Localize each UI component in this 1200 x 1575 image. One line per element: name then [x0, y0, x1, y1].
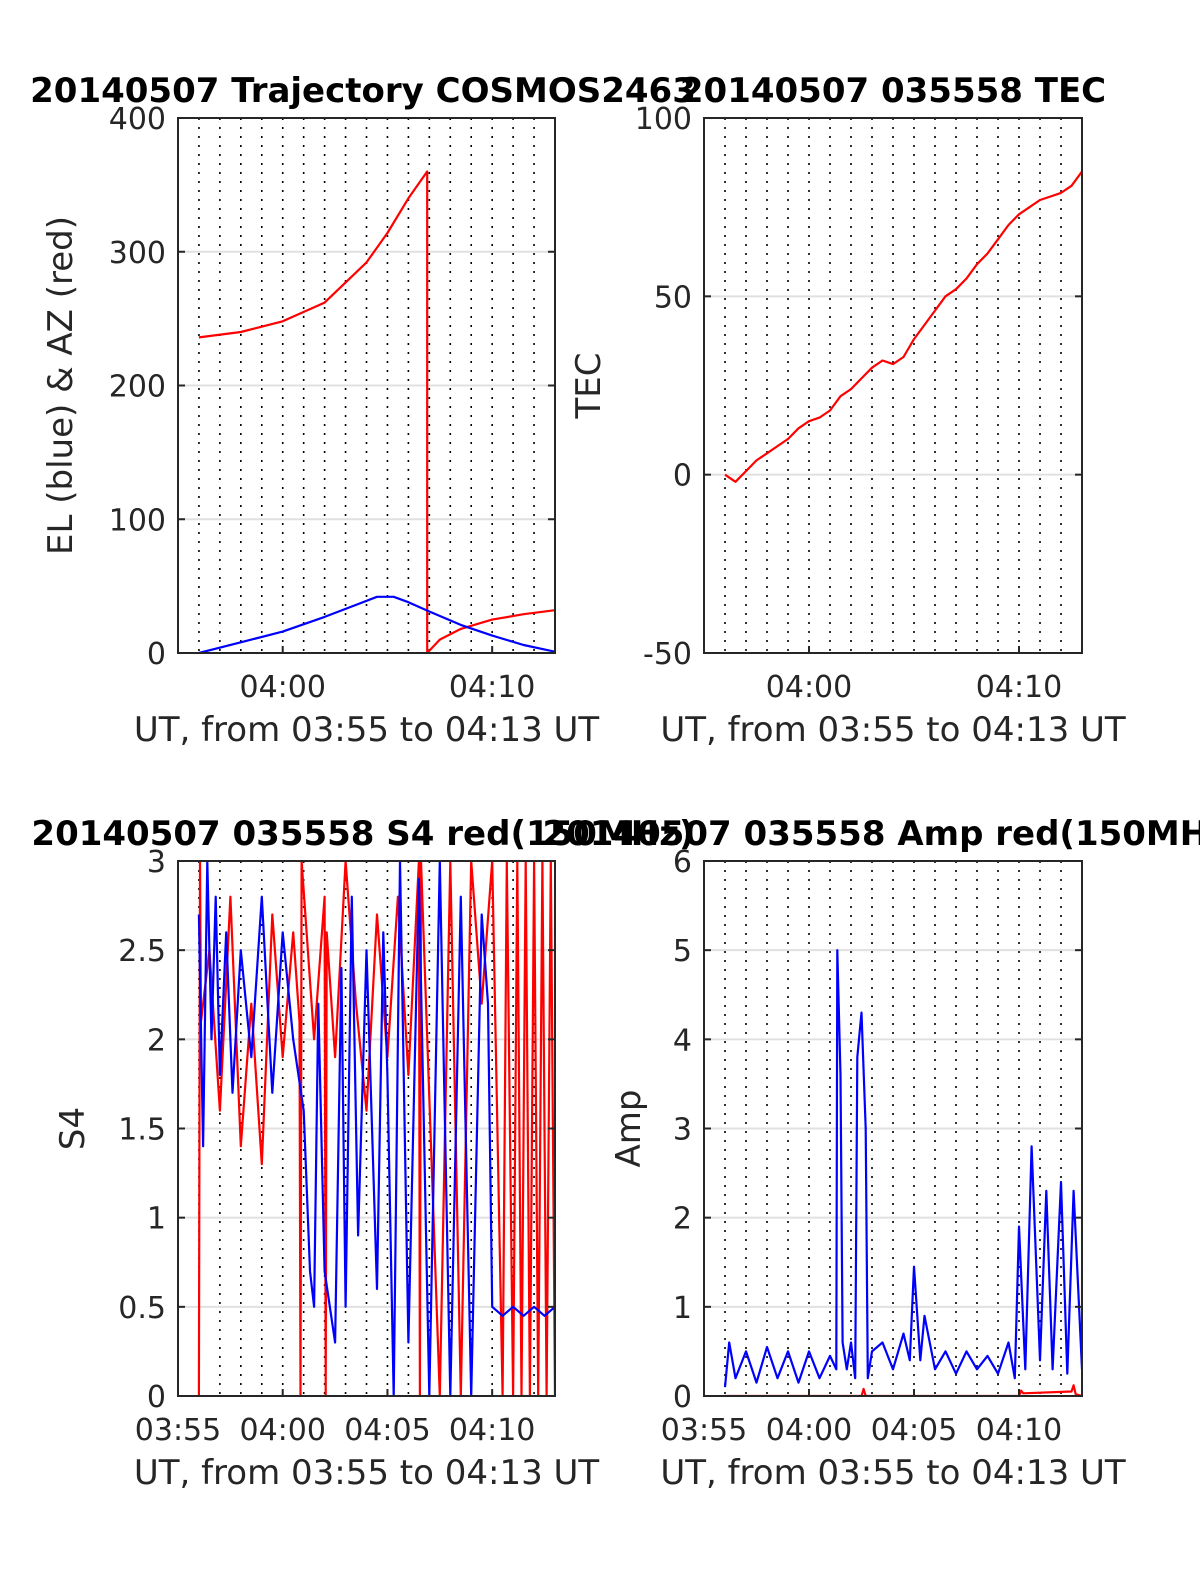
trajectory-ytick-label-4: 400 — [109, 102, 166, 137]
tec-ytick-label-3: 100 — [635, 102, 692, 137]
s4-ytick-label-6: 3 — [147, 845, 166, 880]
trajectory-xtick-label-0: 04:00 — [239, 670, 325, 705]
s4-xtick-label-1: 04:00 — [239, 1413, 325, 1448]
amp-ytick-label-3: 3 — [673, 1113, 692, 1148]
amp-ytick-label-6: 6 — [673, 845, 692, 880]
tec-xtick-label-0: 04:00 — [766, 670, 852, 705]
tec-series-red — [724, 170, 1082, 483]
tec-ytick-label-0: -50 — [643, 637, 692, 672]
s4-ytick-label-1: 0.5 — [118, 1291, 166, 1326]
tec-title: 20140507 035558 TEC — [680, 71, 1106, 111]
s4-ytick-label-0: 0 — [147, 1380, 166, 1415]
amp-ytick-label-2: 2 — [673, 1202, 692, 1237]
trajectory-panel: 0 100 200 300 400 04:00 04:10 UT, from 03:55 to… — [30, 71, 696, 750]
tec-ylabel: TEC — [569, 353, 609, 420]
tec-panel: -50 0 50 100 04:00 04:10 UT, from 03:55 to 04:… — [569, 71, 1126, 750]
trajectory-xtick-label-1: 04:10 — [449, 670, 535, 705]
trajectory-ytick-label-2: 200 — [109, 370, 166, 405]
amp-series-red — [725, 1384, 1082, 1396]
s4-ylabel: S4 — [53, 1107, 93, 1150]
amp-series-blue — [723, 949, 1082, 1388]
s4-panel: 0 0.5 1 1.5 2 2.5 3 03:55 04:00 04:05 04:10 UT, fro… — [31, 814, 694, 1493]
s4-ytick-label-4: 2 — [147, 1023, 166, 1058]
amp-xtick-label-0: 03:55 — [661, 1413, 747, 1448]
s4-ytick-label-2: 1 — [147, 1202, 166, 1237]
tec-xlabel: UT, from 03:55 to 04:13 UT — [660, 710, 1126, 750]
amp-ytick-label-4: 4 — [673, 1023, 692, 1058]
trajectory-series-red — [198, 170, 555, 653]
amp-ylabel: Amp — [609, 1090, 649, 1168]
amp-ytick-label-5: 5 — [673, 934, 692, 969]
amp-ytick-label-0: 0 — [673, 1380, 692, 1415]
trajectory-xlabel: UT, from 03:55 to 04:13 UT — [134, 710, 600, 750]
trajectory-ylabel: EL (blue) & AZ (red) — [41, 216, 81, 555]
amp-ytick-label-1: 1 — [673, 1291, 692, 1326]
amp-title: 20140507 035558 Amp red(150MHz) — [542, 814, 1200, 854]
tec-axes-box — [703, 117, 1083, 654]
s4-title: 20140507 035558 S4 red(150MHz) — [31, 814, 694, 854]
s4-xtick-label-3: 04:10 — [449, 1413, 535, 1448]
s4-ytick-label-3: 1.5 — [118, 1113, 166, 1148]
tec-ytick-label-2: 50 — [654, 280, 692, 315]
amp-panel: 0 1 2 3 4 5 6 03:55 04:00 04:05 04:10 UT, from 03:5… — [542, 814, 1200, 1493]
trajectory-ytick-label-3: 300 — [109, 236, 166, 271]
s4-xlabel: UT, from 03:55 to 04:13 UT — [134, 1453, 600, 1493]
s4-ytick-label-5: 2.5 — [118, 934, 166, 969]
trajectory-series-blue — [198, 595, 555, 653]
trajectory-title: 20140507 Trajectory COSMOS2463 — [30, 71, 696, 111]
tec-ytick-label-1: 0 — [673, 459, 692, 494]
s4-xtick-label-2: 04:05 — [344, 1413, 430, 1448]
s4-series-blue — [197, 861, 555, 1396]
s4-xtick-label-0: 03:55 — [135, 1413, 221, 1448]
amp-xtick-label-3: 04:10 — [976, 1413, 1062, 1448]
tec-xtick-label-1: 04:10 — [976, 670, 1062, 705]
trajectory-ytick-label-1: 100 — [109, 503, 166, 538]
amp-xtick-label-1: 04:00 — [766, 1413, 852, 1448]
amp-xlabel: UT, from 03:55 to 04:13 UT — [660, 1453, 1126, 1493]
amp-xtick-label-2: 04:05 — [871, 1413, 957, 1448]
trajectory-ytick-label-0: 0 — [147, 637, 166, 672]
